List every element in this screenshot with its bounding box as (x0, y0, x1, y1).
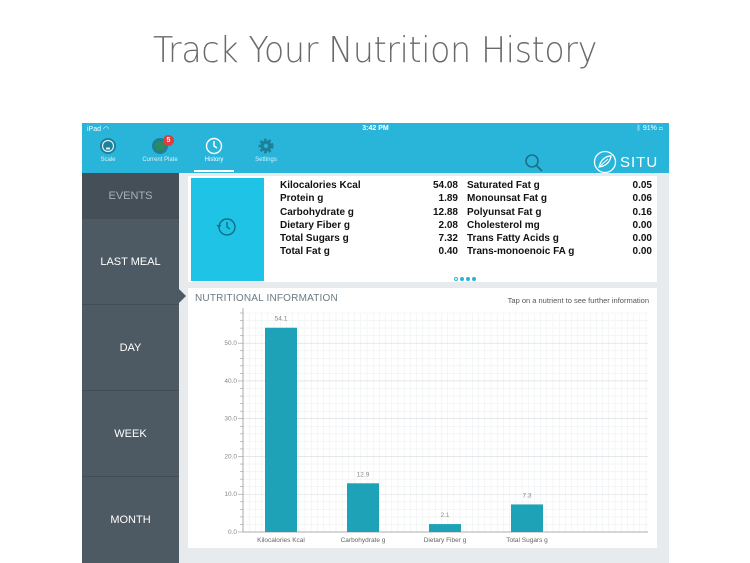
bluetooth-icon: ᛒ (636, 125, 641, 132)
meal-summary-card[interactable]: Kilocalories Kcal 54.08 Protein g 1.89 Car… (188, 176, 657, 282)
sidebar-item-last-meal[interactable]: LAST MEAL (82, 219, 179, 305)
nutrient-row[interactable]: Carbohydrate g 12.88 (280, 206, 458, 218)
nutrient-row[interactable]: Monounsat Fat g 0.06 (467, 193, 652, 205)
nutrient-row[interactable]: Saturated Fat g 0.05 (467, 180, 652, 191)
x-category-label: Total Sugars g (506, 537, 548, 544)
app-window: iPad ◠ 3:42 PM ᛒ 91% ▭ Scale 5 Current P… (82, 123, 669, 563)
nutrient-row[interactable]: Kilocalories Kcal 54.08 (280, 180, 458, 191)
sidebar-item-month[interactable]: MONTH (110, 514, 151, 526)
nav-label-history: History (204, 157, 224, 163)
y-tick-label: 40.0 (224, 378, 237, 385)
situ-logo: SITU (593, 150, 665, 176)
sidebar-item-week[interactable]: WEEK (82, 391, 179, 477)
nav-history[interactable]: History (184, 137, 244, 172)
plate-count-badge: 5 (163, 135, 174, 146)
nutrient-row[interactable]: Cholesterol mg 0.00 (467, 219, 652, 231)
bar-value-label: 7.3 (522, 492, 531, 499)
nutrient-row[interactable]: Protein g 1.89 (280, 193, 458, 205)
nutrient-row[interactable]: Dietary Fiber g 2.08 (280, 219, 458, 231)
x-category-label: Kilocalories Kcal (257, 537, 305, 544)
sidebar-item-day[interactable]: DAY (82, 305, 179, 391)
y-tick-label: 30.0 (224, 416, 237, 423)
y-tick-label: 0.0 (228, 529, 237, 536)
top-nav-bar: Scale 5 Current Plate History Settings (82, 135, 669, 176)
bar-chart: 0.0 10.0 20.0 30.0 40.0 50.0 54.1 Kilocalories … (224, 308, 648, 544)
sidebar-item-events[interactable]: EVENTS (82, 173, 179, 219)
nav-label-current-plate: Current Plate (142, 157, 178, 163)
status-bar: iPad ◠ 3:42 PM ᛒ 91% ▭ (82, 123, 669, 135)
page-indicator[interactable] (454, 268, 484, 281)
battery-icon: ▭ (658, 125, 663, 132)
logo-text: SITU (620, 154, 659, 171)
page-dot[interactable] (466, 277, 470, 281)
clock-icon (205, 137, 223, 155)
chart-bar[interactable] (429, 524, 461, 532)
chart-bar[interactable] (511, 504, 543, 532)
chart-bar[interactable] (347, 483, 379, 532)
meal-tile[interactable] (191, 178, 264, 281)
selection-pointer (179, 289, 186, 303)
nav-settings[interactable]: Settings (236, 137, 296, 171)
nutrient-list-right: Saturated Fat g 0.05 Monounsat Fat g 0.06 … (467, 179, 652, 259)
nutrition-chart-panel: NUTRITIONAL INFORMATION Tap on a nutrien… (188, 288, 657, 548)
nutrient-row[interactable]: Total Sugars g 7.32 (280, 233, 458, 245)
page-dot[interactable] (454, 277, 458, 281)
nutrient-row[interactable]: Total Fat g 0.40 (280, 246, 458, 258)
gear-icon (258, 138, 274, 154)
nutrient-list-left: Kilocalories Kcal 54.08 Protein g 1.89 Car… (280, 179, 458, 259)
x-category-label: Carbohydrate g (341, 537, 386, 544)
bar-value-label: 2.1 (440, 512, 449, 519)
sidebar: EVENTS LAST MEAL DAY WEEK MONTH (82, 173, 179, 563)
chart-hint: Tap on a nutrient to see further informa… (507, 296, 649, 305)
chart-bar[interactable] (265, 327, 297, 532)
headline: Track Your Nutrition History (152, 30, 598, 71)
nav-label-scale: Scale (100, 157, 116, 163)
nutrient-row[interactable]: Trans Fatty Acids g 0.00 (467, 233, 652, 245)
clock-time: 3:42 PM (362, 125, 389, 132)
y-tick-label: 20.0 (224, 453, 237, 460)
nutrient-row[interactable]: Trans-monoenoic FA g 0.00 (467, 246, 652, 258)
nutrient-row[interactable]: Polyunsat Fat g 0.16 (467, 206, 652, 218)
bar-value-label: 12.9 (357, 471, 370, 478)
search-icon[interactable] (524, 153, 544, 173)
leaf-logo-icon (593, 150, 617, 174)
wifi-icon: ◠ (102, 126, 110, 133)
y-tick-label: 50.0 (224, 340, 237, 347)
chart-title: NUTRITIONAL INFORMATION (195, 293, 338, 304)
scale-icon (100, 138, 116, 154)
nav-scale[interactable]: Scale (82, 137, 138, 171)
page-dot[interactable] (472, 277, 476, 281)
carrier-label: iPad ◠ (87, 126, 110, 133)
bar-value-label: 54.1 (275, 316, 288, 323)
meal-clock-icon (216, 218, 236, 236)
y-tick-label: 10.0 (224, 491, 237, 498)
battery-status: ᛒ 91% ▭ (636, 125, 663, 132)
page-dot[interactable] (460, 277, 464, 281)
nav-current-plate[interactable]: 5 Current Plate (130, 135, 190, 171)
x-category-label: Dietary Fiber g (424, 537, 467, 544)
nav-label-settings: Settings (255, 157, 277, 163)
